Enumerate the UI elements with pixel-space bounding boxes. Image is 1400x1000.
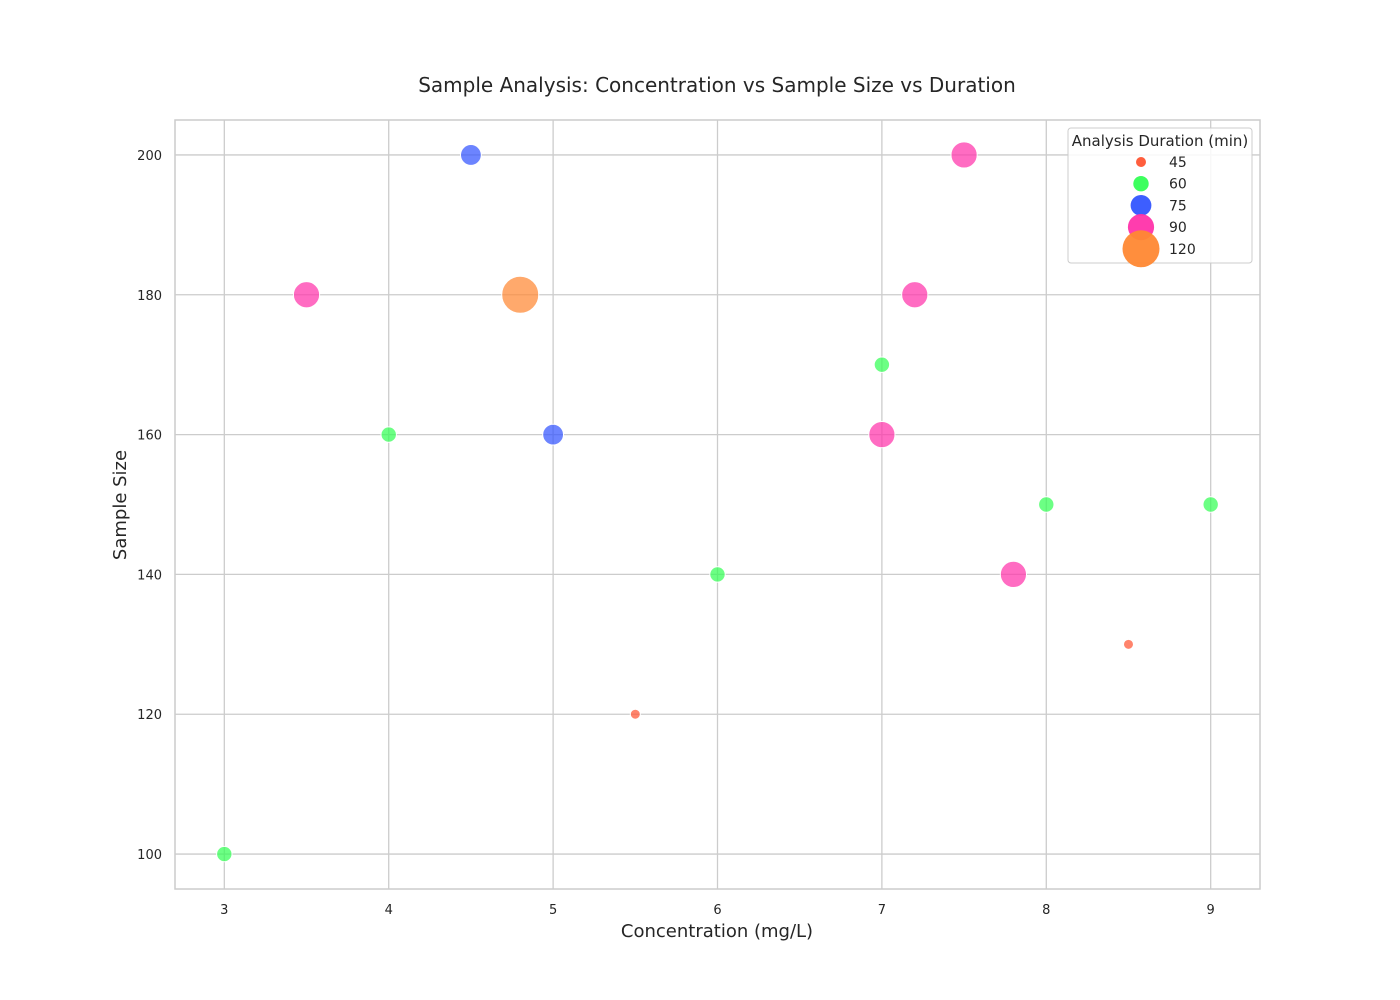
data-point xyxy=(1038,496,1055,513)
data-point xyxy=(380,426,397,443)
x-tick-label: 5 xyxy=(549,903,557,918)
x-axis-label: Concentration (mg/L) xyxy=(621,921,813,942)
legend-label: 120 xyxy=(1169,242,1196,258)
data-point xyxy=(1122,638,1134,650)
y-tick-label: 120 xyxy=(137,708,162,723)
data-point xyxy=(950,141,978,169)
data-point xyxy=(292,281,321,309)
legend: Analysis Duration (min) 45 60 75 90 120 xyxy=(1067,127,1253,268)
data-point xyxy=(999,560,1028,589)
data-point xyxy=(501,275,540,314)
legend-label: 45 xyxy=(1169,155,1187,171)
x-tick-label: 7 xyxy=(878,903,886,918)
legend-label: 90 xyxy=(1169,220,1187,236)
x-tick-label: 9 xyxy=(1207,903,1215,918)
data-point xyxy=(901,281,929,309)
data-point xyxy=(709,566,726,583)
x-tick-labels: 3 4 5 6 7 8 9 xyxy=(220,903,1215,918)
chart-title: Sample Analysis: Concentration vs Sample… xyxy=(418,73,1016,97)
data-point xyxy=(868,420,896,449)
legend-marker xyxy=(1136,157,1146,167)
data-point xyxy=(1202,496,1219,513)
legend-label: 75 xyxy=(1169,198,1187,214)
x-tick-label: 4 xyxy=(385,903,393,918)
y-tick-label: 200 xyxy=(137,149,162,164)
data-point xyxy=(629,708,641,720)
y-tick-label: 180 xyxy=(137,289,162,304)
x-tick-label: 3 xyxy=(220,903,228,918)
legend-entries: 45 60 75 90 120 xyxy=(1122,155,1196,268)
data-point xyxy=(542,423,565,446)
y-tick-labels: 100 120 140 160 180 200 xyxy=(137,149,162,863)
x-tick-label: 6 xyxy=(713,903,721,918)
y-tick-label: 160 xyxy=(137,429,162,444)
data-points xyxy=(216,141,1219,863)
y-axis-label: Sample Size xyxy=(110,450,131,560)
legend-title: Analysis Duration (min) xyxy=(1072,132,1248,150)
legend-marker xyxy=(1133,176,1149,192)
legend-marker xyxy=(1130,195,1152,216)
y-tick-label: 140 xyxy=(137,568,162,583)
data-point xyxy=(460,144,482,166)
x-tick-label: 8 xyxy=(1042,903,1050,918)
y-tick-label: 100 xyxy=(137,848,162,863)
legend-box xyxy=(1067,127,1253,264)
legend-marker xyxy=(1122,230,1160,268)
data-point xyxy=(216,845,233,863)
legend-label: 60 xyxy=(1169,177,1187,193)
data-point xyxy=(873,356,891,373)
plot-frame xyxy=(174,119,1261,890)
